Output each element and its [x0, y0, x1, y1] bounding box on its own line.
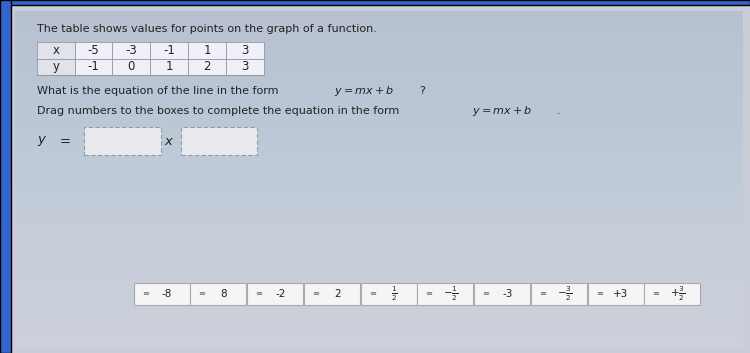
- FancyBboxPatch shape: [226, 42, 264, 59]
- Text: -1: -1: [164, 44, 176, 57]
- Text: 1: 1: [203, 44, 211, 57]
- FancyBboxPatch shape: [190, 283, 246, 305]
- Text: ?: ?: [419, 86, 424, 96]
- Text: ≡: ≡: [652, 289, 659, 298]
- FancyBboxPatch shape: [474, 283, 530, 305]
- Text: $y = mx + b$: $y = mx + b$: [472, 104, 532, 118]
- Text: $-\frac{1}{2}$: $-\frac{1}{2}$: [443, 285, 458, 303]
- Text: ≡: ≡: [482, 289, 489, 298]
- Text: ≡: ≡: [312, 289, 319, 298]
- Text: -8: -8: [162, 289, 172, 299]
- Text: 8: 8: [220, 289, 227, 299]
- Text: ≡: ≡: [142, 289, 148, 298]
- Text: -3: -3: [503, 289, 513, 299]
- Text: $\frac{1}{2}$: $\frac{1}{2}$: [391, 285, 398, 303]
- Text: 3: 3: [242, 44, 248, 57]
- Text: $+\frac{3}{2}$: $+\frac{3}{2}$: [670, 285, 686, 303]
- FancyBboxPatch shape: [134, 283, 190, 305]
- FancyBboxPatch shape: [361, 283, 416, 305]
- Text: =: =: [60, 135, 71, 148]
- FancyBboxPatch shape: [181, 127, 257, 155]
- Text: $-\frac{3}{2}$: $-\frac{3}{2}$: [556, 285, 572, 303]
- Text: The table shows values for points on the graph of a function.: The table shows values for points on the…: [37, 24, 376, 34]
- Text: $y = mx + b$: $y = mx + b$: [334, 84, 394, 98]
- Text: What is the equation of the line in the form: What is the equation of the line in the …: [37, 86, 282, 96]
- Text: -1: -1: [88, 60, 100, 73]
- Text: ≡: ≡: [369, 289, 376, 298]
- FancyBboxPatch shape: [304, 283, 360, 305]
- FancyBboxPatch shape: [226, 59, 264, 74]
- FancyBboxPatch shape: [247, 283, 303, 305]
- FancyBboxPatch shape: [531, 283, 586, 305]
- FancyBboxPatch shape: [112, 42, 150, 59]
- Text: 0: 0: [128, 60, 135, 73]
- Text: ≡: ≡: [539, 289, 546, 298]
- Text: -3: -3: [125, 44, 137, 57]
- Text: 2: 2: [334, 289, 340, 299]
- FancyBboxPatch shape: [75, 59, 112, 74]
- Text: x: x: [53, 44, 59, 57]
- FancyBboxPatch shape: [644, 283, 700, 305]
- Text: $y$: $y$: [37, 134, 47, 148]
- Text: 1: 1: [166, 60, 173, 73]
- FancyBboxPatch shape: [75, 42, 112, 59]
- Text: $x$: $x$: [164, 135, 175, 148]
- Text: ≡: ≡: [255, 289, 262, 298]
- FancyBboxPatch shape: [188, 59, 226, 74]
- FancyBboxPatch shape: [150, 42, 188, 59]
- Text: -5: -5: [88, 44, 100, 57]
- FancyBboxPatch shape: [37, 59, 75, 74]
- Text: y: y: [53, 60, 59, 73]
- Text: Drag numbers to the boxes to complete the equation in the form: Drag numbers to the boxes to complete th…: [37, 106, 403, 116]
- Text: ≡: ≡: [596, 289, 603, 298]
- Text: -2: -2: [275, 289, 286, 299]
- FancyBboxPatch shape: [587, 283, 644, 305]
- Text: 2: 2: [203, 60, 211, 73]
- Text: .: .: [557, 106, 560, 116]
- Text: ≡: ≡: [199, 289, 206, 298]
- Text: 3: 3: [242, 60, 248, 73]
- FancyBboxPatch shape: [188, 42, 226, 59]
- FancyBboxPatch shape: [150, 59, 188, 74]
- FancyBboxPatch shape: [112, 59, 150, 74]
- FancyBboxPatch shape: [417, 283, 473, 305]
- Text: +3: +3: [614, 289, 628, 299]
- FancyBboxPatch shape: [84, 127, 160, 155]
- Text: ≡: ≡: [425, 289, 433, 298]
- FancyBboxPatch shape: [37, 42, 75, 59]
